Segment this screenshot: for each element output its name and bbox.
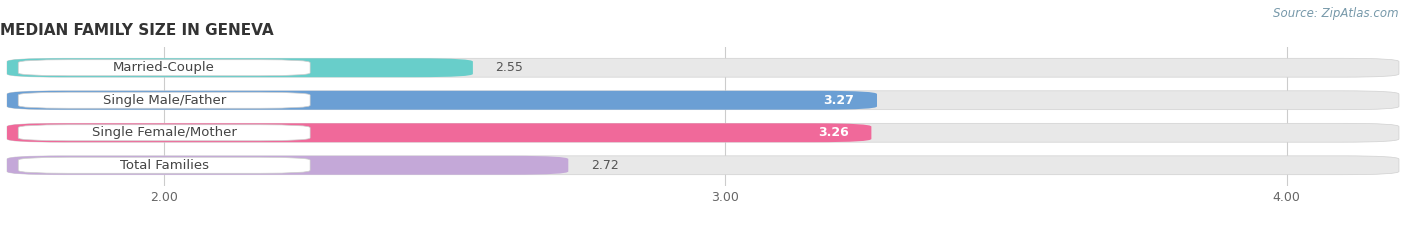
Text: 2.72: 2.72 [591,159,619,172]
Text: Married-Couple: Married-Couple [114,61,215,74]
Text: MEDIAN FAMILY SIZE IN GENEVA: MEDIAN FAMILY SIZE IN GENEVA [0,24,274,38]
FancyBboxPatch shape [18,60,311,76]
Text: 2.55: 2.55 [495,61,523,74]
Text: Total Families: Total Families [120,159,208,172]
FancyBboxPatch shape [18,125,311,141]
FancyBboxPatch shape [18,92,311,108]
Text: Source: ZipAtlas.com: Source: ZipAtlas.com [1274,7,1399,20]
Text: Single Male/Father: Single Male/Father [103,94,226,107]
Text: Single Female/Mother: Single Female/Mother [91,126,236,139]
FancyBboxPatch shape [7,91,877,110]
Text: 3.26: 3.26 [818,126,849,139]
FancyBboxPatch shape [7,123,872,142]
FancyBboxPatch shape [7,156,568,175]
FancyBboxPatch shape [7,58,1399,77]
FancyBboxPatch shape [18,157,311,173]
FancyBboxPatch shape [7,58,472,77]
FancyBboxPatch shape [7,156,1399,175]
FancyBboxPatch shape [7,91,1399,110]
FancyBboxPatch shape [7,123,1399,142]
Text: 3.27: 3.27 [824,94,855,107]
